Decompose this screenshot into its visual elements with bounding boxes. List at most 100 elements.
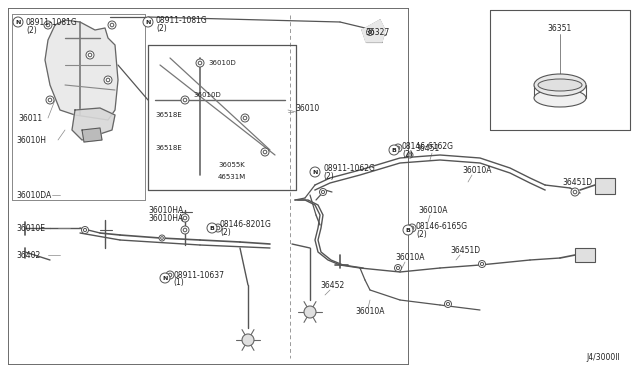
- Circle shape: [48, 98, 52, 102]
- Text: 36451: 36451: [415, 144, 439, 153]
- Circle shape: [44, 21, 52, 29]
- Circle shape: [447, 302, 449, 305]
- Ellipse shape: [538, 79, 582, 91]
- Text: 08146-6162G: 08146-6162G: [402, 141, 454, 151]
- Circle shape: [304, 306, 316, 318]
- Circle shape: [183, 216, 187, 220]
- Circle shape: [445, 301, 451, 308]
- Text: 08911-1081G: 08911-1081G: [26, 17, 77, 26]
- Polygon shape: [82, 128, 102, 142]
- Text: (1): (1): [173, 279, 184, 288]
- Text: 36010E: 36010E: [16, 224, 45, 232]
- Circle shape: [196, 59, 204, 67]
- Circle shape: [321, 190, 324, 193]
- Text: 08911-1081G: 08911-1081G: [156, 16, 208, 25]
- Text: 36010H: 36010H: [16, 135, 46, 144]
- Text: (2): (2): [323, 171, 333, 180]
- Circle shape: [310, 167, 320, 177]
- Circle shape: [389, 145, 399, 155]
- Text: 36055K: 36055K: [218, 162, 244, 168]
- Circle shape: [207, 223, 217, 233]
- Circle shape: [261, 148, 269, 156]
- Circle shape: [573, 190, 577, 194]
- Circle shape: [83, 228, 86, 232]
- Text: (2): (2): [220, 228, 231, 237]
- Text: 36010HA: 36010HA: [148, 214, 183, 222]
- Text: (2): (2): [402, 150, 413, 158]
- Circle shape: [396, 266, 399, 270]
- Circle shape: [108, 21, 116, 29]
- Text: 36010HA: 36010HA: [148, 205, 183, 215]
- Circle shape: [263, 150, 267, 154]
- Text: 36452: 36452: [320, 280, 344, 289]
- Circle shape: [481, 262, 484, 266]
- Text: 36010: 36010: [295, 103, 319, 112]
- Text: B: B: [406, 228, 410, 232]
- Text: J4/3000II: J4/3000II: [586, 353, 620, 362]
- Circle shape: [479, 260, 486, 267]
- Circle shape: [160, 273, 170, 283]
- Text: N: N: [145, 19, 150, 25]
- Polygon shape: [362, 20, 385, 42]
- Circle shape: [168, 273, 172, 277]
- Text: 08911-1062G: 08911-1062G: [323, 164, 375, 173]
- Text: 36518E: 36518E: [155, 112, 182, 118]
- Ellipse shape: [534, 74, 586, 96]
- Circle shape: [161, 237, 163, 239]
- Circle shape: [81, 227, 88, 234]
- Circle shape: [408, 224, 416, 232]
- Text: 36010D: 36010D: [193, 92, 221, 98]
- Circle shape: [319, 189, 326, 196]
- Circle shape: [46, 96, 54, 104]
- Circle shape: [183, 228, 187, 232]
- Polygon shape: [45, 20, 118, 120]
- Circle shape: [166, 271, 174, 279]
- Circle shape: [46, 23, 50, 27]
- Circle shape: [104, 76, 112, 84]
- Text: 36010DA: 36010DA: [16, 190, 51, 199]
- Text: 36402: 36402: [16, 250, 40, 260]
- Circle shape: [394, 264, 401, 272]
- Circle shape: [181, 96, 189, 104]
- Circle shape: [243, 116, 247, 120]
- Text: 08146-6165G: 08146-6165G: [416, 221, 468, 231]
- Text: 36010D: 36010D: [208, 60, 236, 66]
- Text: 36010A: 36010A: [418, 205, 447, 215]
- Circle shape: [407, 152, 413, 158]
- Text: B: B: [209, 225, 214, 231]
- Text: 36010A: 36010A: [395, 253, 424, 263]
- Circle shape: [214, 224, 222, 232]
- Circle shape: [571, 188, 579, 196]
- Circle shape: [181, 214, 189, 222]
- Circle shape: [198, 61, 202, 65]
- Text: N: N: [15, 19, 20, 25]
- Circle shape: [216, 226, 220, 230]
- Text: N: N: [163, 276, 168, 280]
- Circle shape: [410, 226, 414, 230]
- Bar: [595, 178, 615, 194]
- Ellipse shape: [534, 89, 586, 107]
- Circle shape: [13, 17, 23, 27]
- Text: (2): (2): [156, 23, 167, 32]
- Bar: [575, 248, 595, 262]
- Circle shape: [242, 334, 254, 346]
- Circle shape: [159, 235, 165, 241]
- Circle shape: [183, 98, 187, 102]
- Text: 36451D: 36451D: [562, 177, 592, 186]
- Circle shape: [181, 226, 189, 234]
- Circle shape: [106, 78, 110, 82]
- Circle shape: [394, 144, 402, 152]
- Text: N: N: [312, 170, 317, 174]
- Text: 36011: 36011: [18, 113, 42, 122]
- Text: 36327: 36327: [365, 28, 389, 36]
- Text: 36010A: 36010A: [355, 308, 385, 317]
- Circle shape: [88, 53, 92, 57]
- Polygon shape: [72, 108, 115, 140]
- Circle shape: [241, 114, 249, 122]
- Text: (2): (2): [26, 26, 36, 35]
- Circle shape: [369, 31, 372, 33]
- Text: 36518E: 36518E: [155, 145, 182, 151]
- Text: 08146-8201G: 08146-8201G: [220, 219, 272, 228]
- Circle shape: [143, 17, 153, 27]
- Circle shape: [403, 225, 413, 235]
